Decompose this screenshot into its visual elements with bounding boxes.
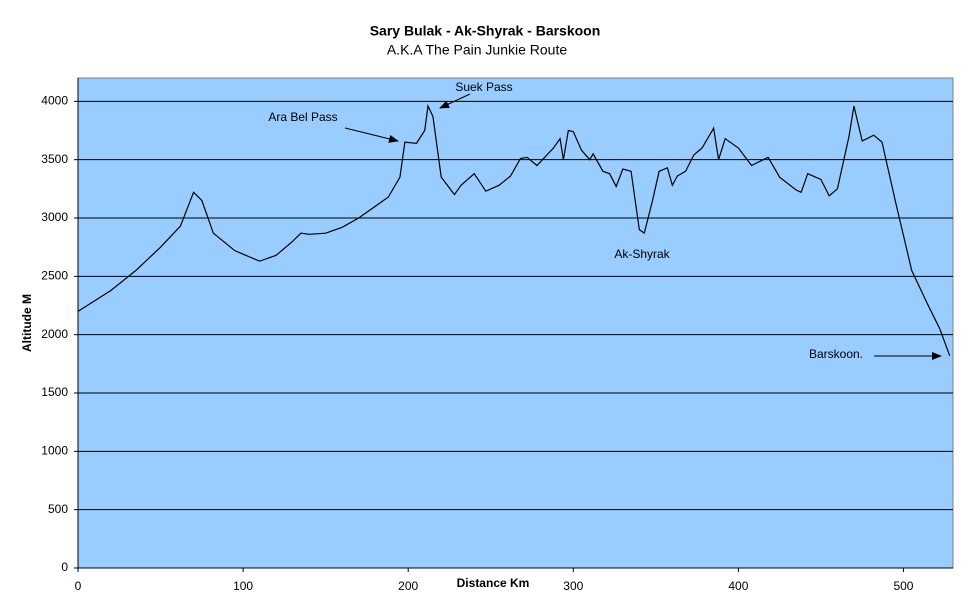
y-tick-label: 3000: [41, 210, 68, 224]
x-tick-label: 300: [563, 579, 583, 593]
y-tick-label: 3500: [41, 152, 68, 166]
x-axis-label: Distance Km: [457, 576, 530, 590]
altitude-line: [77, 103, 951, 356]
plot-area: [77, 77, 954, 569]
y-tick-label: 1000: [41, 444, 68, 458]
x-tick-label: 500: [893, 579, 913, 593]
annotation-arrow: [344, 127, 399, 143]
annotation: Ak-Shyrak: [614, 247, 670, 261]
y-tick-label: 0: [61, 560, 68, 574]
y-axis-label: Altitude M: [20, 294, 34, 352]
chart-subtitle: A.K.A The Pain Junkie Route: [387, 42, 568, 58]
annotation: Suek Pass: [455, 80, 512, 94]
y-tick-label: 500: [48, 502, 68, 516]
y-tick-label: 1500: [41, 385, 68, 399]
annotation: Ara Bel Pass: [268, 110, 337, 124]
y-tick-label: 2500: [41, 269, 68, 283]
x-tick-label: 0: [75, 579, 82, 593]
y-tick-label: 2000: [41, 327, 68, 341]
x-tick-label: 100: [233, 579, 253, 593]
annotation-arrow: [439, 93, 471, 109]
annotation: Barskoon.: [809, 347, 863, 361]
x-tick-label: 400: [728, 579, 748, 593]
chart-title: Sary Bulak - Ak-Shyrak - Barskoon: [370, 23, 601, 39]
y-tick-label: 4000: [41, 94, 68, 108]
x-tick-label: 200: [398, 579, 418, 593]
